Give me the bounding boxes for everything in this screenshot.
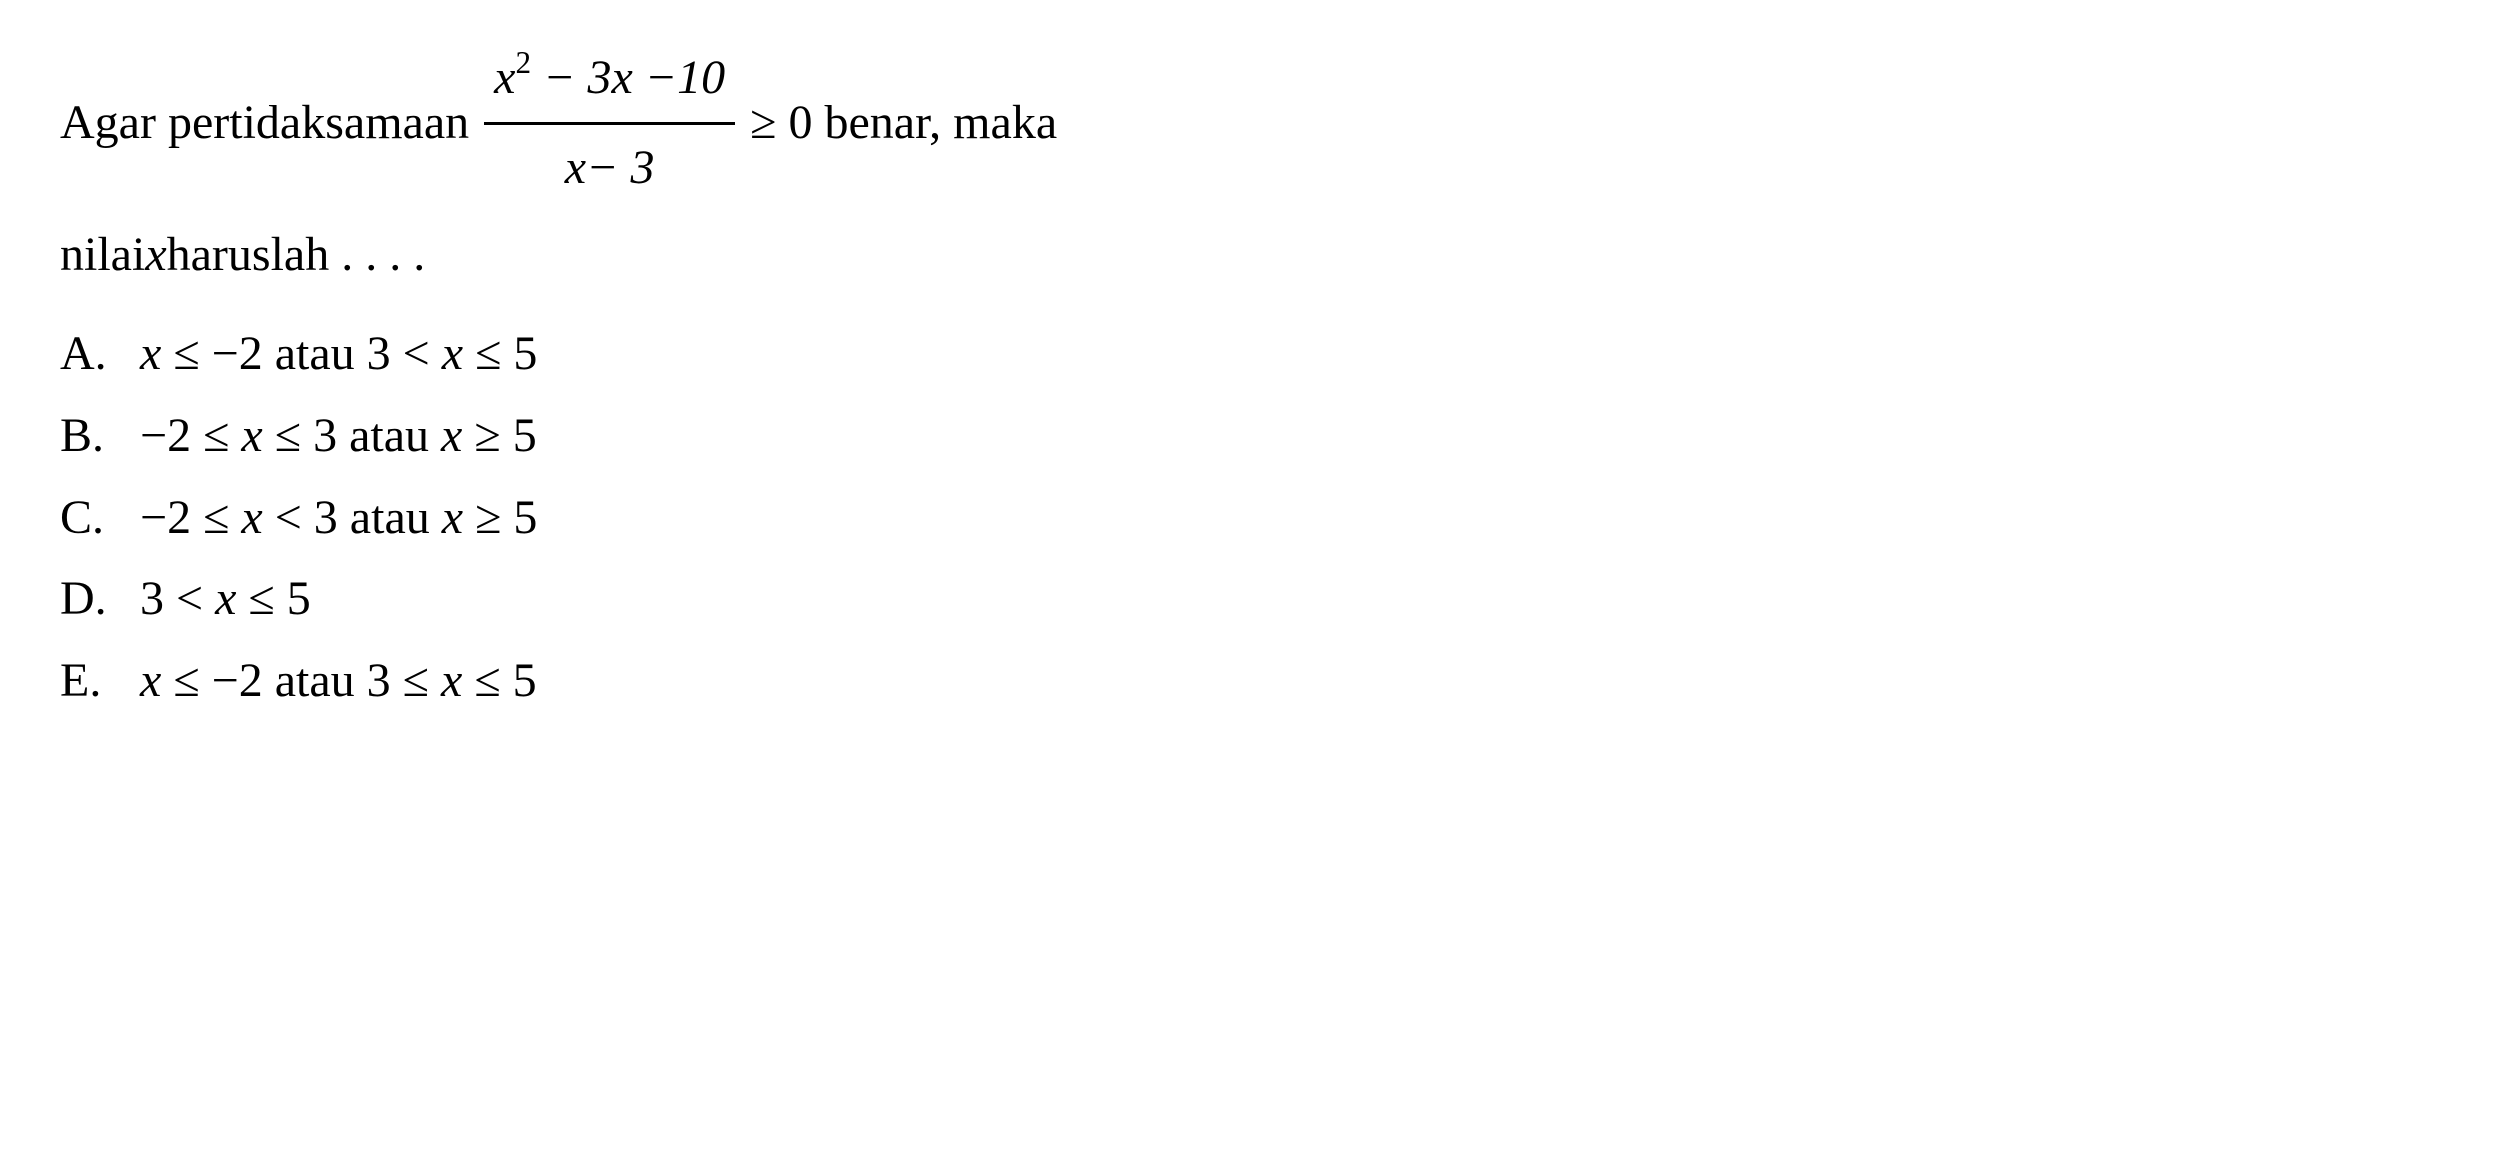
- var: x: [140, 327, 161, 380]
- fraction: x2 − 3x −10 x− 3: [484, 40, 735, 207]
- txt: ≤ 5: [462, 654, 536, 707]
- var: x: [441, 409, 462, 462]
- var: x: [441, 654, 462, 707]
- numerator-sup: 2: [515, 45, 531, 80]
- var: x: [241, 409, 262, 462]
- var: x: [140, 654, 161, 707]
- txt: −2 ≤: [140, 491, 241, 544]
- numerator-x: x: [494, 51, 515, 104]
- txt: ≤ 5: [236, 572, 310, 625]
- txt: ≤ 5: [463, 327, 537, 380]
- option-text: x ≤ −2 atau 3 < x ≤ 5: [140, 313, 2448, 395]
- option-text: 3 < x ≤ 5: [140, 558, 2448, 640]
- option-a: A. x ≤ −2 atau 3 < x ≤ 5: [60, 313, 2448, 395]
- question-line-2: nilai x haruslah . . . .: [60, 217, 2448, 294]
- txt: ≥ 5: [462, 409, 536, 462]
- denominator: x− 3: [555, 125, 665, 207]
- options-list: A. x ≤ −2 atau 3 < x ≤ 5 B. −2 ≤ x ≤ 3 a…: [60, 313, 2448, 721]
- option-e: E. x ≤ −2 atau 3 ≤ x ≤ 5: [60, 640, 2448, 722]
- option-d: D. 3 < x ≤ 5: [60, 558, 2448, 640]
- line2-var: x: [145, 217, 166, 294]
- var: x: [442, 327, 463, 380]
- var: x: [215, 572, 236, 625]
- txt: ≤ −2 atau 3 ≤: [161, 654, 441, 707]
- option-text: −2 ≤ x ≤ 3 atau x ≥ 5: [140, 395, 2448, 477]
- option-letter: C.: [60, 477, 140, 559]
- option-letter: B.: [60, 395, 140, 477]
- line2-suffix: haruslah . . . .: [167, 217, 426, 294]
- txt: ≤ −2 atau 3 <: [161, 327, 441, 380]
- option-letter: A.: [60, 313, 140, 395]
- txt: < 3 atau: [263, 491, 442, 544]
- question-line-1: Agar pertidaksamaan x2 − 3x −10 x− 3 ≥ 0…: [60, 40, 2448, 207]
- numerator: x2 − 3x −10: [484, 40, 735, 125]
- option-c: C. −2 ≤ x < 3 atau x ≥ 5: [60, 477, 2448, 559]
- line2-prefix: nilai: [60, 217, 145, 294]
- option-letter: E.: [60, 640, 140, 722]
- question-prefix: Agar pertidaksamaan: [60, 85, 469, 162]
- numerator-rest: − 3x −10: [531, 51, 725, 104]
- var: x: [241, 491, 262, 544]
- option-b: B. −2 ≤ x ≤ 3 atau x ≥ 5: [60, 395, 2448, 477]
- txt: −2 ≤: [140, 409, 241, 462]
- option-letter: D.: [60, 558, 140, 640]
- txt: ≤ 3 atau: [263, 409, 441, 462]
- option-text: −2 ≤ x < 3 atau x ≥ 5: [140, 477, 2448, 559]
- txt: 3 <: [140, 572, 215, 625]
- question-block: Agar pertidaksamaan x2 − 3x −10 x− 3 ≥ 0…: [60, 40, 2448, 721]
- option-text: x ≤ −2 atau 3 ≤ x ≤ 5: [140, 640, 2448, 722]
- question-suffix: ≥ 0 benar, maka: [750, 85, 1057, 162]
- txt: ≥ 5: [463, 491, 537, 544]
- var: x: [442, 491, 463, 544]
